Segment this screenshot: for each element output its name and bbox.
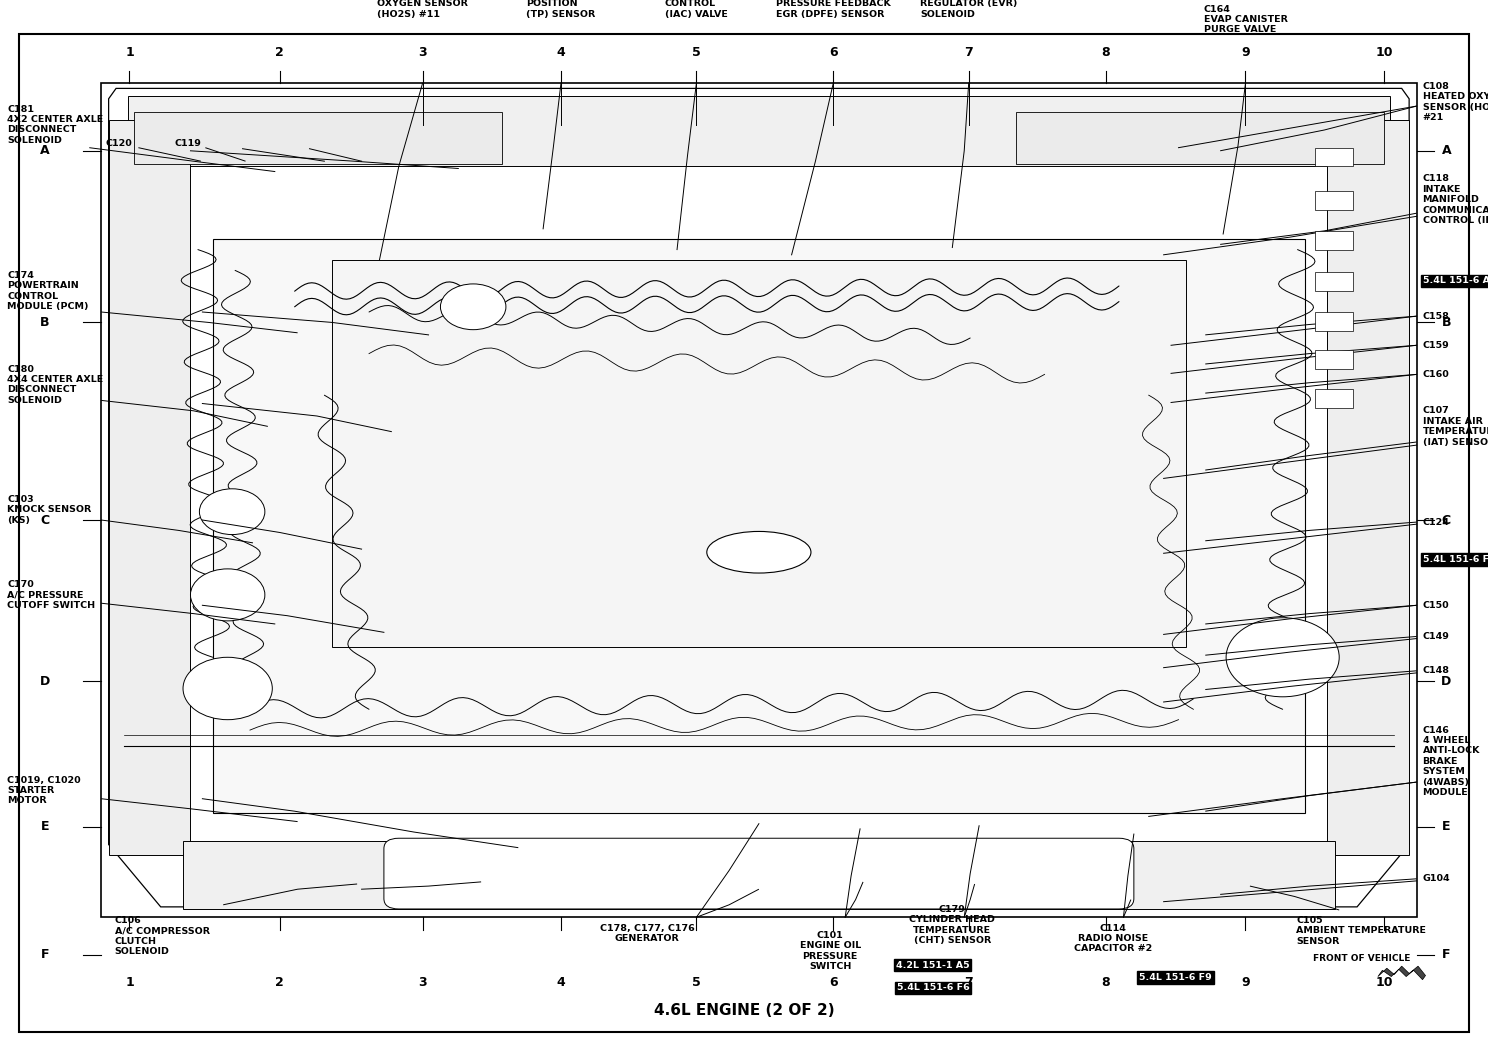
Text: C158: C158 [1423, 312, 1449, 320]
Ellipse shape [707, 531, 811, 573]
Text: C105
AMBIENT TEMPERATURE
SENSOR: C105 AMBIENT TEMPERATURE SENSOR [1296, 916, 1426, 945]
Text: 2: 2 [275, 46, 284, 58]
Text: C: C [40, 514, 49, 526]
Text: B: B [1442, 316, 1451, 329]
Text: C109
TO HEATED
OXYGEN SENSOR
(HO2S) #11: C109 TO HEATED OXYGEN SENSOR (HO2S) #11 [376, 0, 469, 19]
Text: B: B [40, 316, 49, 329]
Text: C101
ENGINE OIL
PRESSURE
SWITCH: C101 ENGINE OIL PRESSURE SWITCH [799, 931, 862, 971]
Text: D: D [40, 675, 49, 687]
Text: 5: 5 [692, 977, 701, 989]
Circle shape [440, 284, 506, 330]
Text: C121
EGR VACUUM
REGULATOR (EVR)
SOLENOID: C121 EGR VACUUM REGULATOR (EVR) SOLENOID [920, 0, 1018, 19]
Text: 4.6L ENGINE (2 OF 2): 4.6L ENGINE (2 OF 2) [653, 1004, 835, 1018]
Text: 8: 8 [1101, 46, 1110, 58]
Text: C1019, C1020
STARTER
MOTOR: C1019, C1020 STARTER MOTOR [7, 776, 80, 805]
Text: C146
4 WHEEL
ANTI-LOCK
BRAKE
SYSTEM
(4WABS)
MODULE: C146 4 WHEEL ANTI-LOCK BRAKE SYSTEM (4WA… [1423, 726, 1481, 797]
Text: 9: 9 [1241, 977, 1250, 989]
Polygon shape [1378, 966, 1426, 980]
Text: C119: C119 [174, 139, 201, 148]
Text: 5.4L 151-6 F6: 5.4L 151-6 F6 [897, 984, 969, 992]
Text: 6: 6 [829, 977, 838, 989]
Text: 1: 1 [125, 46, 134, 58]
Bar [183, 841, 1335, 909]
Text: 4: 4 [557, 977, 565, 989]
Bar [1015, 112, 1384, 164]
Text: 6: 6 [829, 46, 838, 58]
Text: 4: 4 [557, 46, 565, 58]
Text: C180
4X4 CENTER AXLE
DISCONNECT
SOLENOID: C180 4X4 CENTER AXLE DISCONNECT SOLENOID [7, 365, 104, 405]
Bar [101, 83, 1417, 917]
Bar [109, 120, 190, 855]
Text: C159: C159 [1423, 341, 1449, 349]
Bar [134, 112, 503, 164]
Text: A: A [40, 145, 49, 157]
Bar [1315, 389, 1353, 408]
Text: C124: C124 [1423, 518, 1449, 526]
Text: 1: 1 [125, 977, 134, 989]
Text: G104: G104 [1423, 875, 1451, 883]
Text: C148: C148 [1423, 667, 1449, 675]
Text: 3: 3 [418, 46, 427, 58]
Text: 9: 9 [1241, 46, 1250, 58]
Text: C107
INTAKE AIR
TEMPERATURE
(IAT) SENSOR: C107 INTAKE AIR TEMPERATURE (IAT) SENSOR [1423, 407, 1488, 446]
Bar [128, 96, 1390, 166]
Text: C: C [1442, 514, 1451, 526]
Text: A: A [1442, 145, 1451, 157]
Bar [1315, 191, 1353, 210]
Text: C179
CYLINDER HEAD
TEMPERATURE
(CHT) SENSOR: C179 CYLINDER HEAD TEMPERATURE (CHT) SEN… [909, 905, 995, 945]
Text: 4.2L 151-1 A5: 4.2L 151-1 A5 [896, 961, 970, 969]
Text: C149: C149 [1423, 632, 1449, 641]
Polygon shape [109, 88, 1409, 907]
Text: E: E [1442, 821, 1451, 833]
Text: 5.4L 151-6 A8: 5.4L 151-6 A8 [1423, 277, 1488, 285]
Bar [1315, 312, 1353, 331]
Bar [332, 260, 1186, 647]
Text: C164
EVAP CANISTER
PURGE VALVE: C164 EVAP CANISTER PURGE VALVE [1204, 4, 1287, 34]
Text: C178, C177, C176
GENERATOR: C178, C177, C176 GENERATOR [600, 924, 695, 943]
Text: 5: 5 [692, 46, 701, 58]
Bar [213, 239, 1305, 813]
Text: 7: 7 [964, 977, 973, 989]
Text: C150: C150 [1423, 601, 1449, 609]
Text: C118
INTAKE
MANIFOLD
COMMUNICATOR
CONTROL (IMCC): C118 INTAKE MANIFOLD COMMUNICATOR CONTRO… [1423, 175, 1488, 225]
Text: 10: 10 [1375, 977, 1393, 989]
Text: C103
KNOCK SENSOR
(KS): C103 KNOCK SENSOR (KS) [7, 495, 92, 524]
Text: C181
4X2 CENTER AXLE
DISCONNECT
SOLENOID: C181 4X2 CENTER AXLE DISCONNECT SOLENOID [7, 105, 104, 145]
Text: C108
HEATED OXYGEN
SENSOR (HO2S)
#21: C108 HEATED OXYGEN SENSOR (HO2S) #21 [1423, 82, 1488, 122]
FancyBboxPatch shape [384, 838, 1134, 909]
Bar [1315, 231, 1353, 250]
Text: 10: 10 [1375, 46, 1393, 58]
Text: 2: 2 [275, 977, 284, 989]
Text: 7: 7 [964, 46, 973, 58]
Bar [1315, 272, 1353, 291]
Text: 5.4L 151-6 F7: 5.4L 151-6 F7 [1423, 555, 1488, 564]
Text: C170
A/C PRESSURE
CUTOFF SWITCH: C170 A/C PRESSURE CUTOFF SWITCH [7, 580, 95, 609]
Text: C122
DIFFERENTIAL
PRESSURE FEEDBACK
EGR (DPFE) SENSOR: C122 DIFFERENTIAL PRESSURE FEEDBACK EGR … [775, 0, 891, 19]
Text: C160: C160 [1423, 370, 1449, 379]
Text: 5.4L 151-6 F9: 5.4L 151-6 F9 [1140, 973, 1211, 982]
Text: 3: 3 [418, 977, 427, 989]
Text: F: F [1442, 948, 1451, 961]
Bar [1315, 350, 1353, 369]
Text: FRONT OF VEHICLE: FRONT OF VEHICLE [1314, 955, 1411, 963]
Bar [1315, 148, 1353, 166]
Text: C114
RADIO NOISE
CAPACITOR #2: C114 RADIO NOISE CAPACITOR #2 [1074, 924, 1152, 954]
Text: C123
THROTTLE
POSITION
(TP) SENSOR: C123 THROTTLE POSITION (TP) SENSOR [527, 0, 595, 19]
Text: C120: C120 [106, 139, 132, 148]
Text: D: D [1442, 675, 1451, 687]
Text: F: F [40, 948, 49, 961]
Circle shape [183, 657, 272, 720]
Circle shape [1226, 618, 1339, 697]
Text: 8: 8 [1101, 977, 1110, 989]
Text: E: E [40, 821, 49, 833]
Text: C174
POWERTRAIN
CONTROL
MODULE (PCM): C174 POWERTRAIN CONTROL MODULE (PCM) [7, 271, 89, 311]
Circle shape [190, 569, 265, 621]
Circle shape [199, 489, 265, 535]
Bar [1327, 120, 1409, 855]
Text: C106
A/C COMPRESSOR
CLUTCH
SOLENOID: C106 A/C COMPRESSOR CLUTCH SOLENOID [115, 916, 210, 956]
Text: C110
IDLE AIR
CONTROL
(IAC) VALVE: C110 IDLE AIR CONTROL (IAC) VALVE [665, 0, 728, 19]
